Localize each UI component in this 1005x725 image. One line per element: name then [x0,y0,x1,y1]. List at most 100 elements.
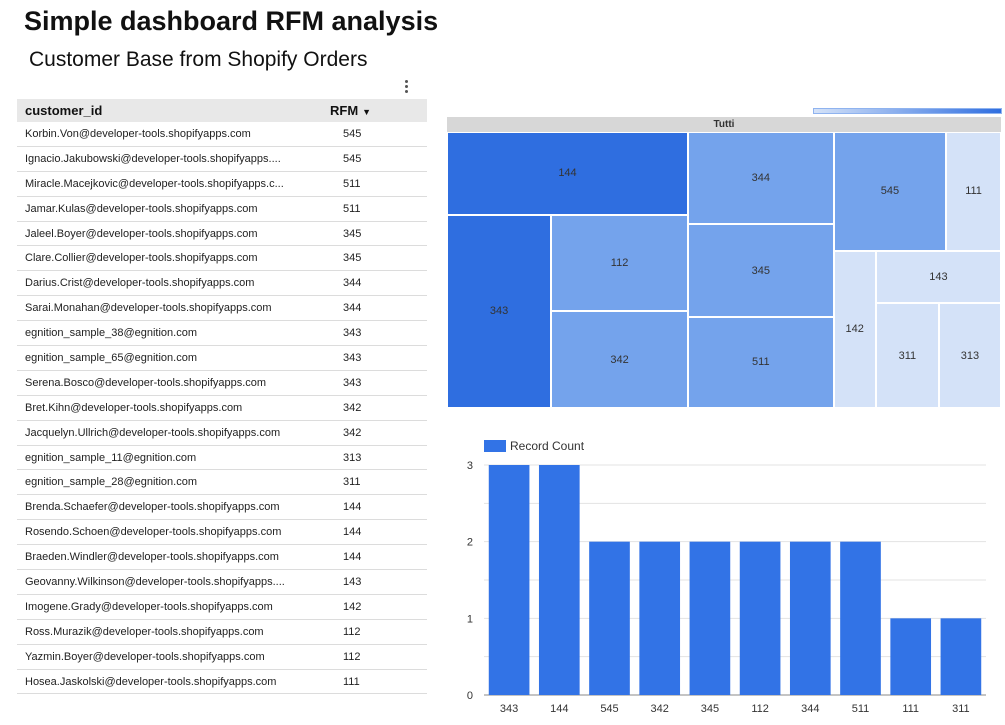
page-subtitle: Customer Base from Shopify Orders [29,48,368,71]
treemap-cell-144[interactable]: 144 [447,132,688,215]
treemap-cell-142[interactable]: 142 [833,250,876,408]
treemap-cell-112[interactable]: 112 [551,214,688,312]
bar[interactable] [689,541,731,695]
rfm-cell: 343 [343,327,362,340]
table-row[interactable]: Brenda.Schaefer@developer-tools.shopifya… [17,495,427,521]
column-header-rfm-label: RFM [330,103,359,118]
x-tick-label: 344 [801,703,819,715]
table-row[interactable]: Ross.Murazik@developer-tools.shopifyapps… [17,620,427,645]
rfm-cell: 545 [343,152,362,165]
table-row[interactable]: Bret.Kihn@developer-tools.shopifyapps.co… [17,396,427,421]
customer-id-cell: Ross.Murazik@developer-tools.shopifyapps… [25,625,264,638]
treemap-cell-344[interactable]: 344 [687,132,834,225]
customer-id-cell: Geovanny.Wilkinson@developer-tools.shopi… [25,575,285,588]
customer-id-cell: Sarai.Monahan@developer-tools.shopifyapp… [25,302,272,315]
y-tick-label: 3 [467,460,473,472]
bar[interactable] [840,541,881,695]
rfm-cell: 511 [343,177,361,190]
treemap-root-label: Tutti [447,117,1001,132]
bar[interactable] [890,618,932,695]
bar-chart: Record Count 0 1 2 3 343 144 545 342 345 112 344 511… [467,439,986,715]
rfm-table: customer_id RFM ▼ Korbin.Von@developer-to… [17,99,427,695]
table-row[interactable]: egnition_sample_11@egnition.com 313 [17,446,427,471]
treemap-cell-143[interactable]: 143 [875,250,1001,304]
legend-label: Record Count [510,439,585,453]
rfm-cell: 111 [343,675,360,688]
rfm-cell: 345 [343,227,362,240]
sort-descending-icon[interactable]: ▼ [362,107,372,117]
table-row[interactable]: Serena.Bosco@developer-tools.shopifyapps… [17,371,427,396]
x-tick-label: 345 [701,703,719,715]
column-header-customer-id[interactable]: customer_id [25,103,103,118]
customer-id-cell: Braeden.Windler@developer-tools.shopifya… [25,551,279,564]
x-tick-label: 511 [852,703,870,715]
rfm-cell: 144 [343,526,362,539]
table-row[interactable]: egnition_sample_38@egnition.com 343 [17,321,427,347]
table-body: Korbin.Von@developer-tools.shopifyapps.c… [17,122,427,695]
bar[interactable] [739,541,781,695]
customer-id-cell: Jamar.Kulas@developer-tools.shopifyapps.… [25,202,258,215]
bar[interactable] [589,541,630,695]
y-tick-label: 2 [467,537,473,549]
table-row[interactable]: Geovanny.Wilkinson@developer-tools.shopi… [17,570,427,595]
customer-id-cell: Clare.Collier@developer-tools.shopifyapp… [25,252,258,265]
y-tick-label: 0 [467,690,473,702]
customer-id-cell: egnition_sample_65@egnition.com [25,351,197,364]
table-row[interactable]: Miracle.Macejkovic@developer-tools.shopi… [17,172,427,197]
rfm-cell: 511 [343,202,361,215]
table-row[interactable]: Korbin.Von@developer-tools.shopifyapps.c… [17,122,427,147]
customer-id-cell: Rosendo.Schoen@developer-tools.shopifyap… [25,526,282,539]
bar[interactable] [639,541,681,695]
treemap-cell-343[interactable]: 343 [447,214,552,408]
table-row[interactable]: Clare.Collier@developer-tools.shopifyapp… [17,246,427,272]
rfm-cell: 313 [343,451,362,464]
table-row[interactable]: Sarai.Monahan@developer-tools.shopifyapp… [17,296,427,322]
rfm-cell: 112 [343,650,361,663]
customer-id-cell: Imogene.Grady@developer-tools.shopifyapp… [25,600,273,613]
x-tick-label: 111 [902,703,919,715]
legend-swatch [484,440,506,452]
table-row[interactable]: Darius.Crist@developer-tools.shopifyapps… [17,271,427,297]
table-row[interactable]: egnition_sample_28@egnition.com 311 [17,470,427,496]
table-row[interactable]: Braeden.Windler@developer-tools.shopifya… [17,545,427,571]
treemap-cell-311[interactable]: 311 [875,303,939,408]
customer-id-cell: Brenda.Schaefer@developer-tools.shopifya… [25,501,280,514]
table-row[interactable]: Yazmin.Boyer@developer-tools.shopifyapps… [17,645,427,670]
customer-id-cell: Jaleel.Boyer@developer-tools.shopifyapps… [25,227,258,240]
x-tick-label: 144 [550,703,568,715]
table-row[interactable]: Jacquelyn.Ullrich@developer-tools.shopif… [17,421,427,446]
customer-id-cell: Yazmin.Boyer@developer-tools.shopifyapps… [25,650,265,663]
customer-id-cell: Bret.Kihn@developer-tools.shopifyapps.co… [25,401,243,414]
column-header-rfm[interactable]: RFM ▼ [330,103,427,118]
customer-id-cell: Darius.Crist@developer-tools.shopifyapps… [25,277,255,290]
rfm-cell: 545 [343,127,362,140]
table-row[interactable]: Rosendo.Schoen@developer-tools.shopifyap… [17,520,427,546]
table-row[interactable]: Ignacio.Jakubowski@developer-tools.shopi… [17,147,427,172]
bar[interactable] [488,465,530,695]
bar[interactable] [940,618,982,695]
table-row[interactable]: egnition_sample_65@egnition.com 343 [17,346,427,371]
treemap-cell-313[interactable]: 313 [938,303,1001,408]
treemap-cell-511[interactable]: 511 [687,316,834,408]
bar[interactable] [538,465,580,695]
table-row[interactable]: Jaleel.Boyer@developer-tools.shopifyapps… [17,222,427,247]
table-header: customer_id RFM ▼ [17,99,427,122]
rfm-cell: 142 [343,600,362,613]
treemap-cell-345[interactable]: 345 [687,224,834,317]
customer-id-cell: Jacquelyn.Ullrich@developer-tools.shopif… [25,426,281,439]
rfm-cell: 143 [343,575,362,588]
x-tick-label: 343 [500,703,518,715]
customer-id-cell: Miracle.Macejkovic@developer-tools.shopi… [25,177,284,190]
bar[interactable] [789,541,831,695]
table-row[interactable]: Hosea.Jaskolski@developer-tools.shopifya… [17,670,427,695]
treemap-cell-111[interactable]: 111 [946,132,1001,251]
treemap-cell-342[interactable]: 342 [551,311,688,408]
x-tick-label: 311 [952,703,970,715]
page-title: Simple dashboard RFM analysis [24,6,439,36]
rfm-cell: 112 [343,625,361,638]
more-vert-icon[interactable] [400,78,412,96]
table-row[interactable]: Jamar.Kulas@developer-tools.shopifyapps.… [17,197,427,222]
treemap-cell-545[interactable]: 545 [833,132,947,251]
table-row[interactable]: Imogene.Grady@developer-tools.shopifyapp… [17,595,427,620]
customer-id-cell: Serena.Bosco@developer-tools.shopifyapps… [25,376,267,389]
